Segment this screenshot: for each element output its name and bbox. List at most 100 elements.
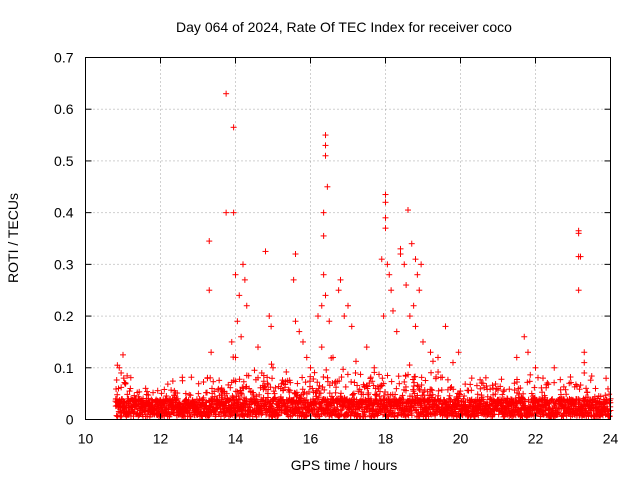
data-point [117,413,124,420]
data-point [223,90,230,97]
data-point [317,390,324,397]
x-tick-label: 22 [528,431,544,447]
data-point [150,389,157,396]
data-point [307,373,314,380]
data-point [292,251,299,258]
data-point [321,386,328,393]
data-point [323,366,330,373]
data-point [259,410,266,417]
data-point [131,392,138,399]
data-point [290,276,297,283]
data-point [410,404,417,411]
data-point [342,383,349,390]
data-point [483,382,490,389]
x-tick-label: 20 [453,431,469,447]
data-point [427,349,434,356]
data-point [418,374,425,381]
data-point [549,395,556,402]
data-point [378,256,385,263]
data-point [408,240,415,247]
data-point [412,323,419,330]
data-point [521,333,528,340]
data-point [424,409,431,416]
data-point [352,358,359,365]
data-point [539,389,546,396]
data-point [154,387,161,394]
data-point [136,388,143,395]
data-point [397,251,404,258]
data-point [303,354,310,361]
data-point [446,392,453,399]
data-point [311,369,318,376]
data-point [577,253,584,260]
data-point [551,379,558,386]
data-point [251,367,258,374]
data-point [322,152,329,159]
data-point [158,390,165,397]
data-point [544,379,551,386]
data-point [338,374,345,381]
data-point [498,376,505,383]
data-point [216,377,223,384]
data-point [429,358,436,365]
data-point [416,385,423,392]
data-point [477,376,484,383]
data-point [438,387,445,394]
data-point [435,369,442,376]
data-point [283,368,290,375]
data-point [384,261,391,268]
data-point [340,366,347,373]
data-point [206,287,213,294]
data-point [597,393,604,400]
data-point [457,391,464,398]
data-point [232,354,239,361]
data-point [253,393,260,400]
data-point [403,282,410,289]
data-point [168,387,175,394]
data-point [525,349,531,356]
data-point [211,388,218,395]
data-point [324,183,331,190]
data-point [428,394,435,401]
data-point [113,377,120,384]
data-point [587,377,594,384]
data-point [477,385,484,392]
data-point [581,359,588,366]
data-point [267,384,274,391]
data-point [444,376,451,383]
data-point [268,323,275,330]
data-point [442,399,449,406]
data-point [492,391,499,398]
points-layer [112,90,614,420]
data-point [240,378,247,385]
data-point [116,364,123,371]
data-point [327,402,334,409]
data-point [326,318,333,325]
x-axis-title: GPS time / hours [291,457,398,473]
data-point [468,387,475,394]
data-point [262,248,269,255]
data-point [118,384,125,391]
data-point [120,375,127,382]
data-point [336,377,343,384]
data-point [195,380,202,387]
data-point [234,388,241,395]
data-point [388,287,395,294]
data-point [468,375,475,382]
data-point [233,412,240,419]
data-point [337,276,344,283]
data-point [115,385,122,392]
y-tick-label: 0 [66,412,74,428]
data-point [584,394,591,401]
data-point [376,388,383,395]
data-point [410,383,417,390]
data-point [577,382,584,389]
data-point [363,344,370,351]
data-point [511,380,518,387]
data-point [245,372,252,379]
data-point [337,407,344,414]
data-point [320,373,327,380]
data-point [563,391,570,398]
data-point [351,379,358,386]
